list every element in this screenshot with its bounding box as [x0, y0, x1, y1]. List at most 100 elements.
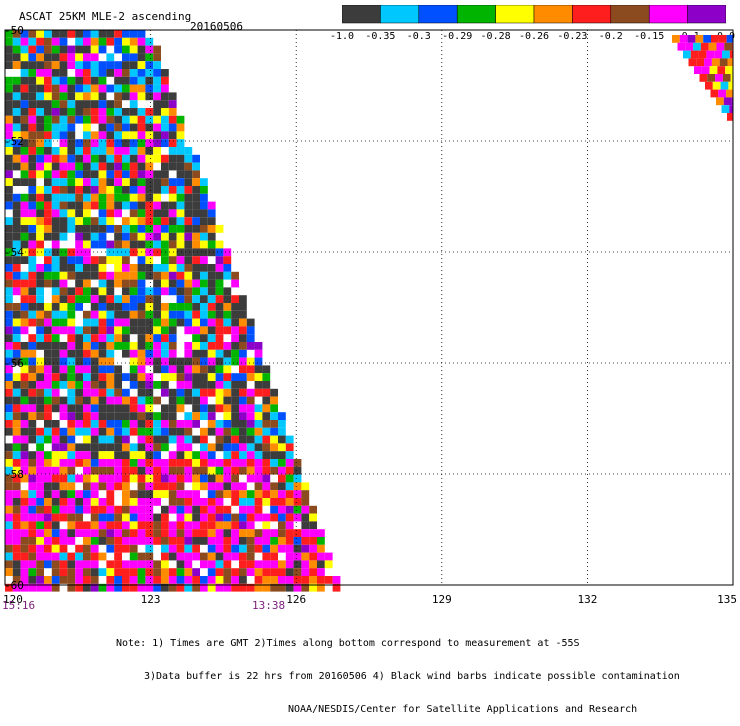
data-cell [106, 537, 115, 545]
data-cell [59, 287, 68, 296]
data-cell [12, 45, 21, 54]
data-cell [129, 310, 138, 319]
data-cell [20, 248, 29, 257]
data-cell [285, 537, 294, 545]
data-cell [168, 248, 177, 257]
data-cell [98, 474, 107, 483]
data-cell [75, 240, 83, 249]
data-cell [20, 69, 29, 77]
data-cell [285, 451, 294, 459]
data-cell [75, 170, 83, 179]
data-cell [129, 318, 138, 327]
data-cell [137, 30, 146, 38]
data-cell [192, 576, 200, 584]
data-cell [67, 76, 76, 85]
data-cell [98, 295, 107, 303]
data-cell [51, 108, 60, 116]
data-cell [44, 505, 52, 514]
data-cell [293, 498, 302, 506]
data-cell [83, 154, 91, 163]
data-cell [153, 427, 161, 436]
data-cell [114, 209, 122, 218]
data-cell [262, 490, 271, 498]
data-cell [192, 459, 200, 467]
data-cell [145, 388, 154, 397]
data-cell [239, 310, 247, 319]
data-cell [90, 76, 99, 85]
data-cell [90, 451, 99, 459]
data-cell [309, 544, 317, 553]
data-cell [98, 505, 107, 514]
data-cell [67, 209, 76, 218]
data-cell [67, 162, 76, 171]
data-cell [20, 412, 29, 420]
data-cell [324, 576, 333, 584]
data-cell [51, 147, 60, 155]
data-cell [20, 178, 29, 186]
data-cell [28, 529, 37, 537]
data-cell [90, 443, 99, 452]
data-cell [98, 178, 107, 186]
data-cell [90, 193, 99, 202]
data-cell [44, 154, 52, 163]
data-cell [168, 123, 177, 132]
data-cell [184, 537, 193, 545]
data-cell [44, 373, 52, 381]
data-cell [168, 108, 177, 116]
data-cell [114, 115, 122, 124]
data-cell [207, 451, 216, 459]
data-cell [12, 412, 21, 420]
data-cell [145, 396, 154, 405]
data-cell [5, 482, 13, 491]
data-cell [223, 248, 232, 257]
data-cell [5, 529, 13, 537]
data-cell [28, 217, 37, 225]
data-cell [285, 560, 294, 569]
data-cell [114, 271, 122, 280]
data-cell [90, 310, 99, 319]
data-cell [168, 388, 177, 397]
data-cell [20, 474, 29, 483]
data-cell [5, 76, 13, 85]
data-cell [262, 381, 271, 389]
data-cell [293, 552, 302, 561]
data-cell [20, 537, 29, 545]
data-cell [90, 583, 99, 592]
data-cell [192, 186, 200, 194]
data-cell [5, 537, 13, 545]
data-cell [12, 443, 21, 452]
data-cell [145, 193, 154, 202]
data-cell [98, 139, 107, 147]
data-cell [44, 451, 52, 459]
data-cell [75, 474, 83, 483]
data-cell [20, 552, 29, 561]
data-cell [75, 139, 83, 147]
data-cell [83, 139, 91, 147]
data-cell [137, 295, 146, 303]
data-cell [51, 357, 60, 366]
data-cell [106, 373, 115, 381]
data-cell [246, 583, 255, 592]
data-cell [207, 287, 216, 296]
note-line-2: 3)Data buffer is 22 hrs from 20160506 4)… [144, 671, 680, 682]
data-cell [28, 365, 37, 374]
data-cell [36, 295, 44, 303]
data-cell [28, 521, 37, 530]
data-cell [301, 544, 310, 553]
data-cell [51, 505, 60, 514]
data-cell [36, 373, 44, 381]
data-cell [83, 92, 91, 101]
data-cell [207, 568, 216, 576]
data-cell [28, 30, 37, 38]
data-cell [122, 583, 130, 592]
data-cell [262, 466, 271, 475]
data-cell [28, 568, 37, 576]
data-cell [200, 287, 208, 296]
data-cell [145, 404, 154, 413]
data-cell [192, 209, 200, 218]
data-cell [106, 256, 115, 264]
data-cell [192, 498, 200, 506]
data-cell [51, 53, 60, 62]
data-cell [137, 178, 146, 186]
data-cell [36, 170, 44, 179]
